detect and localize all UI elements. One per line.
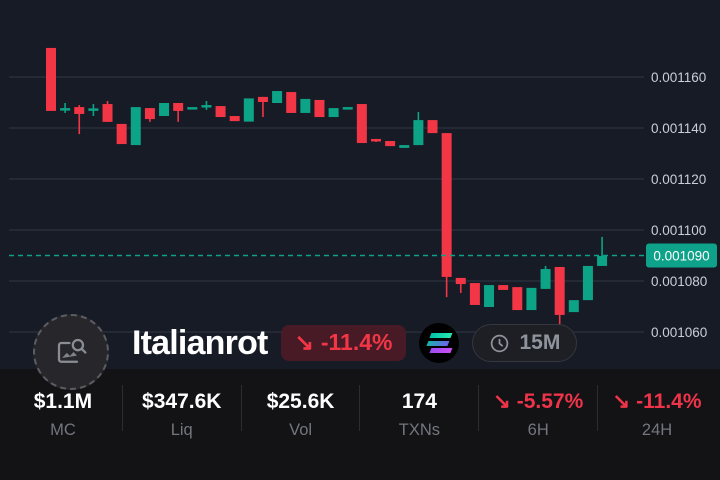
stat-value: ↘ -11.4% [612, 389, 702, 414]
candle-body [469, 283, 480, 305]
candle-body [554, 266, 565, 315]
stat-value: $1.1M [33, 389, 93, 413]
candle-body [540, 269, 551, 289]
stat-liq: $347.6K Liq [123, 390, 241, 440]
change-value: -11.4% [320, 329, 393, 356]
candle-body [201, 105, 212, 108]
stat-label: Vol [289, 420, 313, 439]
candle-body [187, 107, 198, 110]
candle-body [399, 145, 410, 148]
token-avatar-placeholder [33, 314, 109, 390]
candle-body [314, 99, 325, 118]
stat-txns: 174 TXNs [360, 390, 478, 440]
candle-body [484, 285, 495, 308]
stat-value: ↘ -5.57% [493, 389, 584, 414]
y-axis-tick-label: 0.001080 [651, 274, 707, 289]
stat-value: 174 [401, 389, 437, 413]
candle-body [356, 104, 367, 144]
candle-body [102, 104, 113, 122]
stats-divider [478, 384, 480, 431]
image-search-icon [57, 338, 87, 363]
candle-body [229, 116, 240, 122]
y-axis-tick-label: 0.001160 [651, 70, 706, 85]
candle-body [74, 107, 85, 114]
timeframe-pill[interactable]: 15M [472, 324, 578, 362]
down-right-arrow-icon: ↘ [294, 329, 314, 356]
candle-body [328, 108, 339, 118]
solana-icon [419, 323, 460, 363]
chart-canvas[interactable]: 0.001160 0.001140 0.001120 0.001100 0.001080… [0, 0, 720, 369]
candle-body [498, 285, 509, 290]
y-axis-tick-label: 0.001100 [651, 223, 706, 238]
candle-body [215, 106, 226, 118]
candle-body [512, 287, 523, 311]
timeframe-label: 15M [519, 331, 561, 355]
candle-body [88, 108, 99, 111]
stat-24h: ↘ -11.4% 24H [598, 389, 716, 440]
stats-divider [359, 384, 361, 431]
current-price-label: 0.001090 [653, 249, 709, 264]
stats-divider [597, 384, 599, 431]
candle-body [286, 92, 297, 113]
stat-label: Liq [170, 420, 193, 439]
candle-body [272, 91, 283, 104]
stat-vol: $25.6K Vol [242, 390, 360, 440]
down-right-arrow-icon: ↘ [493, 390, 511, 413]
candlestick-chart[interactable]: 0.001160 0.001140 0.001120 0.001100 0.001080… [0, 0, 720, 369]
stats-divider [121, 384, 123, 431]
candle-body [385, 141, 396, 147]
token-header: Italianrot ↘ -11.4% 15M [132, 323, 578, 363]
change-badge: ↘ -11.4% [280, 325, 407, 361]
candle-body [130, 107, 141, 146]
current-price-label-box [646, 243, 717, 268]
candle-body [413, 120, 424, 146]
y-axis-tick-label: 0.001140 [651, 121, 706, 136]
candle-body [257, 96, 268, 102]
y-axis-tick-label: 0.001120 [651, 172, 706, 187]
down-right-arrow-icon: ↘ [612, 390, 631, 413]
stat-6h: ↘ -5.57% 6H [479, 389, 597, 440]
stat-value: $347.6K [142, 389, 222, 413]
y-axis-tick-label: 0.001060 [651, 325, 707, 340]
candle-body [342, 107, 353, 110]
candle-body [60, 108, 71, 111]
stat-label: 24H [641, 421, 673, 439]
candle-body [582, 265, 593, 301]
candle-body [144, 108, 155, 120]
candle-body [300, 98, 311, 113]
stat-value: $25.6K [266, 389, 335, 413]
candle-body [568, 300, 579, 313]
candle-body [455, 277, 466, 285]
clock-icon [491, 334, 509, 352]
candle-body [441, 133, 452, 277]
candle-body [427, 120, 438, 134]
stats-divider [240, 384, 242, 431]
stat-label: 6H [527, 421, 549, 439]
stat-label: MC [50, 420, 76, 439]
candle-body [46, 47, 56, 111]
candle-body [597, 256, 608, 266]
token-name: Italianrot [132, 324, 268, 362]
candle-body [243, 98, 254, 122]
candle-body [173, 103, 184, 111]
candle-body [159, 103, 170, 117]
candle-body [370, 138, 381, 142]
candle-body [526, 287, 537, 311]
stat-label: TXNs [398, 420, 441, 439]
stat-mc: $1.1M MC [4, 390, 122, 440]
candle-body [116, 123, 127, 145]
stats-bar: $1.1M MC $347.6K Liq $25.6K Vol 174 TXNs… [0, 369, 720, 480]
